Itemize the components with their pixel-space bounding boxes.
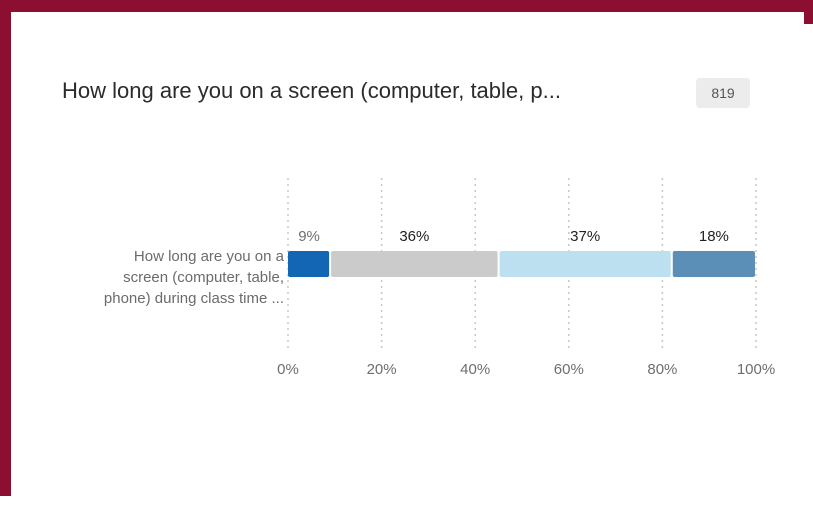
x-tick-label: 20%: [367, 361, 397, 378]
chart-title: How long are you on a screen (computer, …: [62, 78, 561, 103]
bar-segment: [331, 251, 498, 277]
category-label-line-3: phone) during class time ...: [103, 290, 284, 307]
data-label: 18%: [699, 228, 729, 245]
x-tick-label: 60%: [554, 361, 584, 378]
x-tick-label: 0%: [277, 361, 299, 378]
bar-segment: [288, 251, 330, 277]
bar-segment: [499, 251, 671, 277]
bar-segment: [672, 251, 755, 277]
data-label: 37%: [570, 228, 600, 245]
category-label: How long are you on a screen (computer, …: [34, 246, 284, 309]
stacked-bar-chart: 0% 20% 40% 60% 80% 100% 9% 36% 37% 18%: [277, 178, 775, 378]
x-tick-label: 80%: [647, 361, 677, 378]
category-label-line-2: screen (computer, table,: [123, 269, 284, 286]
data-label: 9%: [298, 228, 320, 245]
response-count-badge: 819: [696, 78, 750, 108]
x-tick-label: 100%: [737, 361, 775, 378]
category-label-line-1: How long are you on a: [133, 248, 284, 265]
data-label: 36%: [399, 228, 429, 245]
chart-card-frame: How long are you on a screen (computer, …: [0, 0, 813, 496]
x-tick-label: 40%: [460, 361, 490, 378]
